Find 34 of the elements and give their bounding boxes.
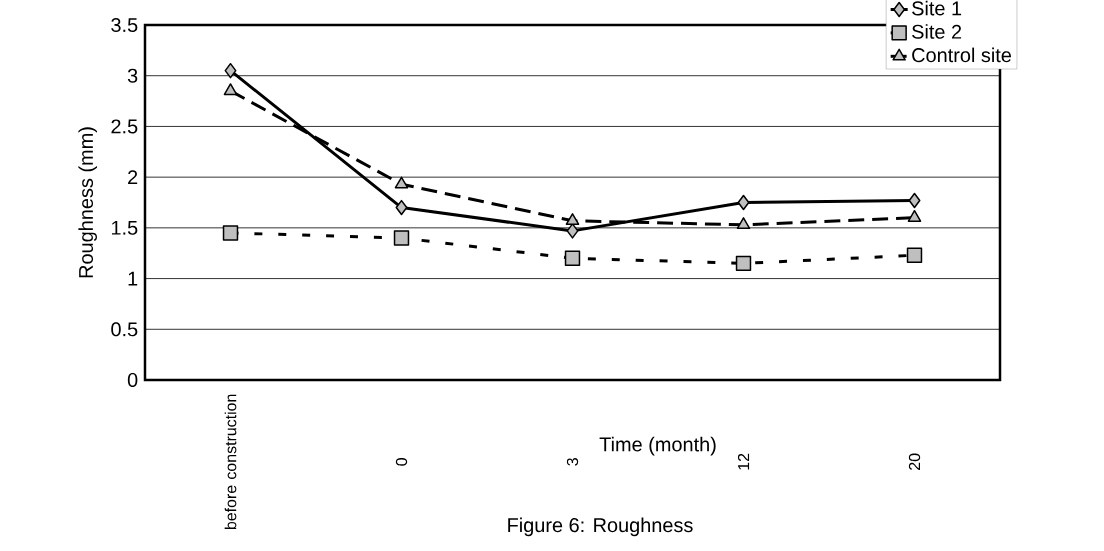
legend-label: Site 2 [912,24,962,39]
point [564,250,581,267]
point [908,192,921,209]
point [735,255,752,272]
point [394,176,409,189]
point [737,194,750,211]
x-axis-title: Time (month) [599,436,716,456]
x-tick-label: 0 [395,458,408,466]
point [393,230,410,246]
point [566,223,579,239]
y-tick-label: 0 [127,372,138,388]
point [565,213,580,225]
x-tick-label: 12 [737,453,750,470]
point [395,199,408,216]
y-tick-label: 0.5 [111,322,138,337]
point [223,83,238,96]
y-tick-label: 1 [128,271,138,286]
y-tick-label: 3.5 [111,17,138,33]
y-tick-label: 1.5 [111,220,138,235]
point [736,217,751,230]
text: Figure 6: Roughness [508,517,693,537]
y-tick-label: 3 [127,68,138,83]
point [222,225,239,241]
legend-label: Site 1 [912,0,962,16]
legend-label: Control site [912,47,1011,63]
y-tick-label: 2 [128,170,138,185]
x-tick-label: 3 [566,458,579,466]
point [906,247,923,263]
point [224,62,237,79]
x-tick-label: before construction [224,394,237,530]
x-tick-label: 20 [908,453,921,470]
y-tick-label: 2.5 [111,119,138,134]
y-axis-title: Roughness (mm) [78,127,97,278]
point [907,209,922,222]
